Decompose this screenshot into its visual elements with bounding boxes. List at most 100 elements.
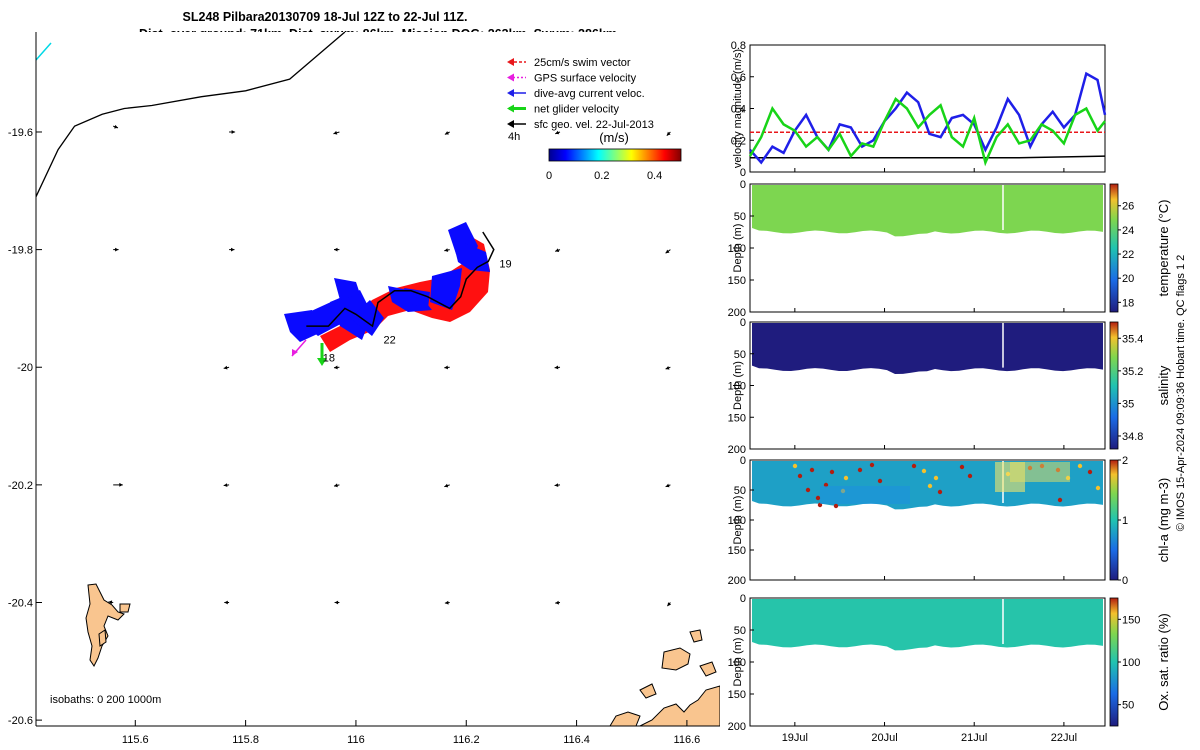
- map-y-tick-label: -20.2: [8, 480, 33, 492]
- current-arrowhead: [444, 483, 449, 488]
- colorbar-unit-label: (m/s): [599, 130, 629, 145]
- section-y-tick-label: 150: [728, 545, 746, 557]
- time-tick-label: 20Jul: [871, 732, 897, 744]
- legend-label: dive-avg current veloc.: [534, 88, 645, 100]
- current-arrowhead: [334, 365, 338, 370]
- velocity-plot-frame: [749, 44, 1106, 173]
- section-y-tick-label: 150: [728, 689, 746, 701]
- map-y-tick-label: -19.8: [8, 245, 33, 257]
- time-tick-label: 21Jul: [961, 732, 987, 744]
- velocity-series-line: [748, 97, 1106, 167]
- section-y-axis-label: Depth (m): [732, 224, 744, 273]
- section-y-tick-label: 100: [728, 515, 746, 527]
- speed-colorbar: (m/s) 0 0.2 0.4: [546, 130, 682, 182]
- section-colorbar-tick-label: 1: [1122, 515, 1128, 527]
- legend-label: net glider velocity: [534, 104, 619, 116]
- current-arrowhead: [554, 365, 559, 370]
- section-data-fill: [752, 323, 1103, 374]
- map-y-tick-label: -20.4: [8, 597, 33, 609]
- velocity-series-line: [750, 155, 1106, 159]
- section-colorbar-tick-label: 0: [1122, 575, 1128, 587]
- section-colorbar-label: Ox. sat. ratio (%): [1156, 613, 1171, 711]
- interval-label: 4h: [508, 131, 520, 143]
- time-tick-label: 19Jul: [782, 732, 808, 744]
- map-y-tick-label: -20: [17, 362, 33, 374]
- current-arrowhead: [444, 248, 449, 252]
- current-arrowhead: [231, 247, 235, 252]
- chlorophyll-point: [805, 487, 811, 493]
- chlorophyll-point: [869, 462, 875, 468]
- coastline-path: [36, 32, 346, 197]
- current-arrowhead: [665, 249, 670, 254]
- current-arrowhead: [231, 130, 236, 134]
- section-y-tick-label: 0: [740, 317, 746, 329]
- glider-track-path: [306, 231, 495, 328]
- coastline: [36, 32, 346, 197]
- map-x-tick-label: 116.2: [453, 734, 480, 746]
- day-label: 22: [384, 335, 396, 347]
- land-coast-southeast: [609, 629, 720, 726]
- chlorophyll-point: [933, 475, 939, 481]
- current-arrowhead: [119, 482, 123, 487]
- section-colorbar-tick-label: 35.2: [1122, 366, 1143, 378]
- day-labels: 19 22 18: [323, 258, 512, 364]
- chlorophyll-point: [1077, 463, 1083, 469]
- section-y-tick-label: 150: [728, 412, 746, 424]
- section-colorbar-tick-label: 20: [1122, 273, 1134, 285]
- chlorophyll-patch: [820, 486, 910, 504]
- section-y-tick-label: 50: [734, 485, 746, 497]
- surface-current-arrows: [108, 124, 672, 607]
- time-axis: 19Jul 20Jul 21Jul 22Jul: [782, 168, 1077, 744]
- velocity-y-tick-label: 0.4: [731, 104, 746, 116]
- colorbar-tick-label: 0.2: [594, 170, 609, 182]
- section-y-axis-label: Depth (m): [732, 361, 744, 410]
- section-colorbar-tick-label: 35.4: [1122, 333, 1143, 345]
- section-y-tick-label: 200: [728, 575, 746, 587]
- section-y-tick-label: 100: [728, 657, 746, 669]
- net-velocity-arrowhead: [317, 358, 327, 366]
- legend-label: sfc geo. vel. 22-Jul-2013: [534, 119, 654, 131]
- section-colorbar-tick-label: 26: [1122, 201, 1134, 213]
- current-arrowhead: [334, 483, 338, 488]
- section-colorbar-label: salinity: [1156, 365, 1171, 405]
- track-inset-line: [36, 42, 52, 61]
- section-panel: 0 50 100 150 200 Depth (m) 34.8 35 35.2 35.4 salin…: [728, 317, 1171, 456]
- glider-track: [306, 231, 495, 328]
- chlorophyll-point: [843, 475, 849, 481]
- map-content: 19 22 18: [36, 32, 720, 726]
- section-colorbar: [1109, 183, 1119, 313]
- current-arrowhead: [444, 600, 449, 605]
- velocity-series-line: [749, 71, 1107, 165]
- chlorophyll-point: [911, 463, 917, 469]
- current-arrowhead: [115, 247, 119, 252]
- section-y-tick-label: 0: [740, 455, 746, 467]
- current-arrowhead: [667, 602, 672, 607]
- velocity-y-tick-label: 0.2: [731, 135, 746, 147]
- section-panel: 0 50 100 150 200 Depth (m) 0 1 2 chl-a (mg m-3): [728, 455, 1171, 587]
- colorbar-gradient: [548, 148, 682, 162]
- legend-swatch-head: [507, 89, 514, 97]
- current-arrowhead: [444, 365, 448, 370]
- map-y-tick-label: -19.6: [8, 127, 33, 139]
- velocity-y-tick-label: 0.6: [731, 72, 746, 84]
- chlorophyll-point: [921, 468, 927, 474]
- chlorophyll-patch: [1010, 462, 1070, 482]
- glider-dive-avg-vectors: [284, 222, 490, 342]
- day-label: 18: [323, 352, 335, 364]
- isobath-label: isobaths: 0 200 1000m: [50, 694, 161, 706]
- section-colorbar-tick-label: 50: [1122, 700, 1134, 712]
- section-y-tick-label: 0: [740, 179, 746, 191]
- section-y-tick-label: 50: [734, 211, 746, 223]
- section-colorbar-tick-label: 34.8: [1122, 431, 1143, 443]
- chlorophyll-point: [959, 464, 965, 470]
- chlorophyll-point: [1057, 497, 1063, 503]
- section-colorbar-tick-label: 2: [1122, 455, 1128, 467]
- section-y-tick-label: 200: [728, 721, 746, 733]
- section-y-axis-label: Depth (m): [732, 496, 744, 545]
- map-x-tick-label: 115.6: [122, 734, 149, 746]
- current-arrowhead: [334, 600, 339, 605]
- current-arrowhead: [555, 600, 559, 605]
